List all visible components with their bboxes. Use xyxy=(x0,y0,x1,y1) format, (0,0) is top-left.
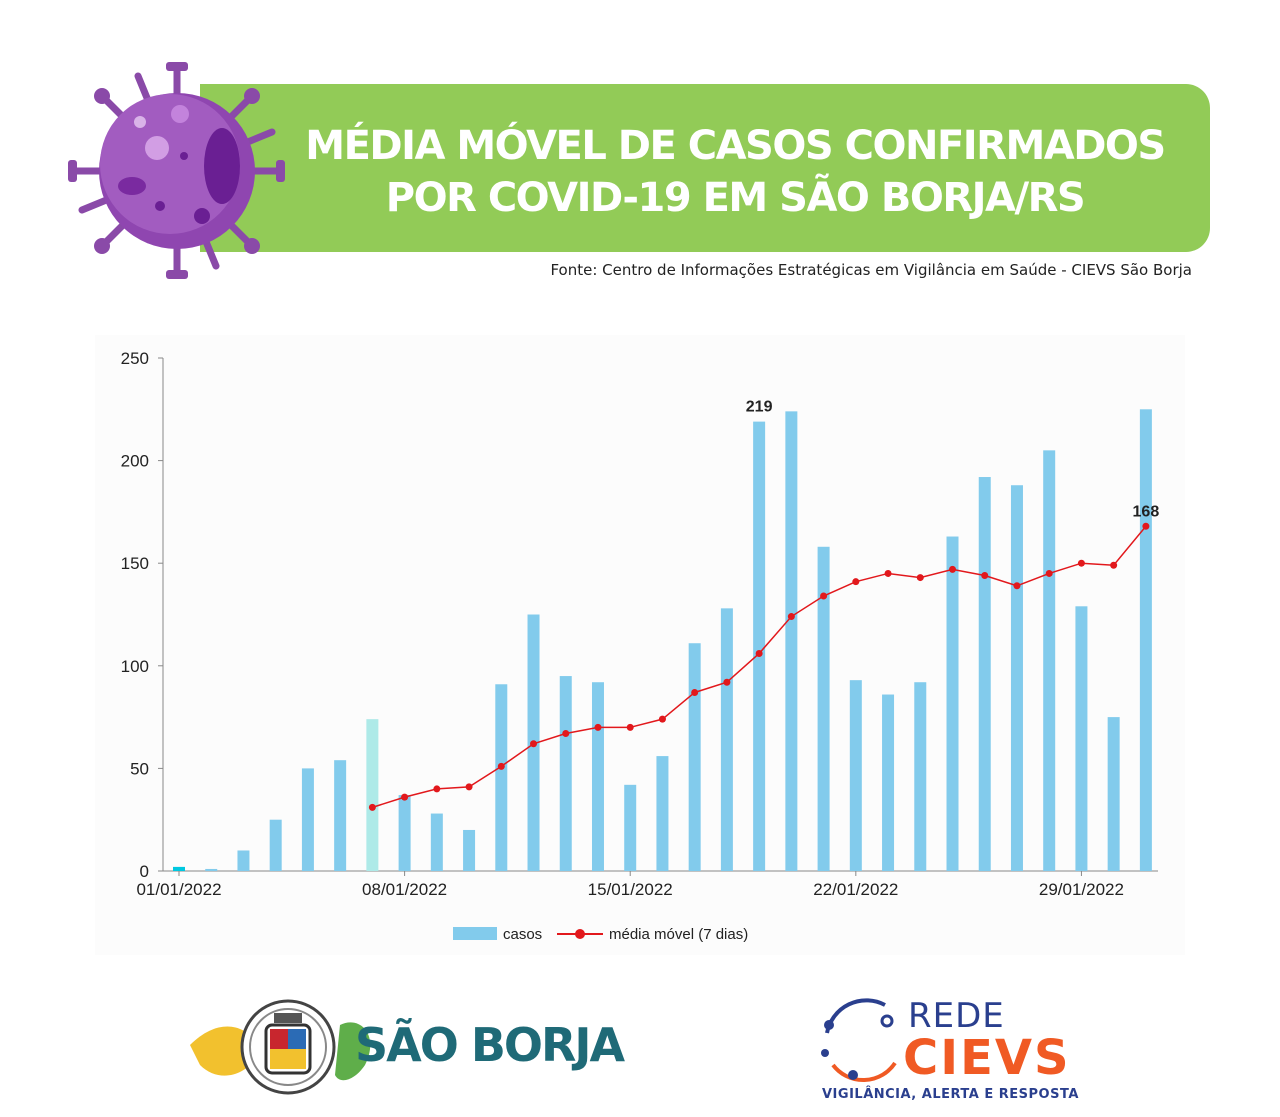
media-movel-point xyxy=(723,678,731,686)
media-movel-point xyxy=(1110,561,1118,569)
coat-of-arms-icon xyxy=(190,999,371,1095)
media-movel-point xyxy=(401,793,409,801)
media-movel-point xyxy=(530,740,538,748)
title-banner xyxy=(200,84,1210,252)
cases-chart: 0 50 100 150 200 250 01/01/2022 08/01/2022 15/01… xyxy=(95,335,1185,955)
media-movel-point xyxy=(691,688,699,696)
media-movel-point xyxy=(465,783,473,791)
bar-casos xyxy=(463,829,476,871)
cievs-text: CIEVS xyxy=(903,1030,1071,1086)
bar-casos xyxy=(1107,717,1120,871)
sao-borja-logo-text: SÃO BORJA xyxy=(355,1018,625,1072)
bar-casos xyxy=(1075,606,1088,871)
y-tick-label: 150 xyxy=(121,554,149,573)
bar-casos xyxy=(334,760,347,871)
data-label: 168 xyxy=(1133,503,1160,520)
media-movel-point xyxy=(433,785,441,793)
media-movel-point xyxy=(594,723,602,731)
bar-casos xyxy=(624,784,637,871)
legend-label-media: média móvel (7 dias) xyxy=(609,926,748,943)
bar-casos xyxy=(978,477,991,871)
x-tick-label: 22/01/2022 xyxy=(813,880,898,899)
y-tick-label: 100 xyxy=(121,657,149,676)
bar-casos xyxy=(656,756,669,871)
legend-label-casos: casos xyxy=(503,926,542,943)
bar-casos xyxy=(173,866,185,871)
bar-casos xyxy=(1043,450,1056,871)
bar-casos xyxy=(398,795,411,871)
media-movel-point xyxy=(820,592,828,600)
title-line-1: MÉDIA MÓVEL DE CASOS CONFIRMADOS xyxy=(305,123,1166,169)
media-movel-point xyxy=(1045,569,1053,577)
bar-casos xyxy=(237,850,250,871)
bar-casos xyxy=(591,682,604,871)
bar-casos xyxy=(430,813,443,871)
media-movel-point xyxy=(916,574,924,582)
x-tick-label: 15/01/2022 xyxy=(588,880,673,899)
media-movel-point xyxy=(852,578,860,586)
chart-title-banner-text: MÉDIA MÓVEL DE CASOS CONFIRMADOS POR COV… xyxy=(230,120,1240,224)
bar-casos xyxy=(817,546,830,871)
data-label: 219 xyxy=(746,399,773,416)
title-line-2: POR COVID-19 EM SÃO BORJA/RS xyxy=(385,175,1086,221)
media-movel-point xyxy=(949,565,957,573)
virus-icon xyxy=(68,62,285,279)
bar-casos xyxy=(688,643,701,871)
bar-casos xyxy=(946,536,959,871)
cievs-tagline: VIGILÂNCIA, ALERTA E RESPOSTA xyxy=(822,1087,1079,1102)
bar-casos xyxy=(559,676,572,871)
rede-text: REDE xyxy=(908,996,1005,1036)
source-note: Fonte: Centro de Informações Estratégica… xyxy=(550,261,1192,279)
x-tick-label: 29/01/2022 xyxy=(1039,880,1124,899)
media-movel-point xyxy=(1013,582,1021,590)
bar-casos xyxy=(1010,485,1023,871)
legend-marker-media xyxy=(575,929,585,939)
media-movel-point xyxy=(497,762,505,770)
y-tick-label: 0 xyxy=(140,862,149,881)
media-movel-point xyxy=(562,730,570,738)
bar-casos xyxy=(753,421,766,871)
bar-casos xyxy=(720,608,733,871)
media-movel-point xyxy=(787,613,795,621)
bar-casos xyxy=(205,868,218,871)
bar-casos xyxy=(882,694,895,871)
media-movel-point xyxy=(658,715,666,723)
media-movel-point xyxy=(368,803,376,811)
y-tick-label: 250 xyxy=(121,349,149,368)
bar-casos xyxy=(1139,409,1152,871)
bar-casos xyxy=(269,819,282,871)
bar-casos xyxy=(366,719,379,871)
media-movel-point xyxy=(626,723,634,731)
media-movel-point xyxy=(981,572,989,580)
y-tick-label: 200 xyxy=(121,452,149,471)
media-movel-point xyxy=(1142,522,1150,530)
legend-swatch-casos xyxy=(453,927,497,940)
x-tick-label: 01/01/2022 xyxy=(136,880,221,899)
x-tick-label: 08/01/2022 xyxy=(362,880,447,899)
y-tick-label: 50 xyxy=(130,759,149,778)
bar-casos xyxy=(785,411,798,871)
bar-casos xyxy=(914,682,927,871)
bar-casos xyxy=(495,684,508,871)
network-orbit-icon xyxy=(821,998,897,1083)
media-movel-point xyxy=(1077,559,1085,567)
media-movel-point xyxy=(884,569,892,577)
media-movel-point xyxy=(755,649,763,657)
bar-casos xyxy=(301,768,314,871)
bar-casos xyxy=(849,680,862,871)
